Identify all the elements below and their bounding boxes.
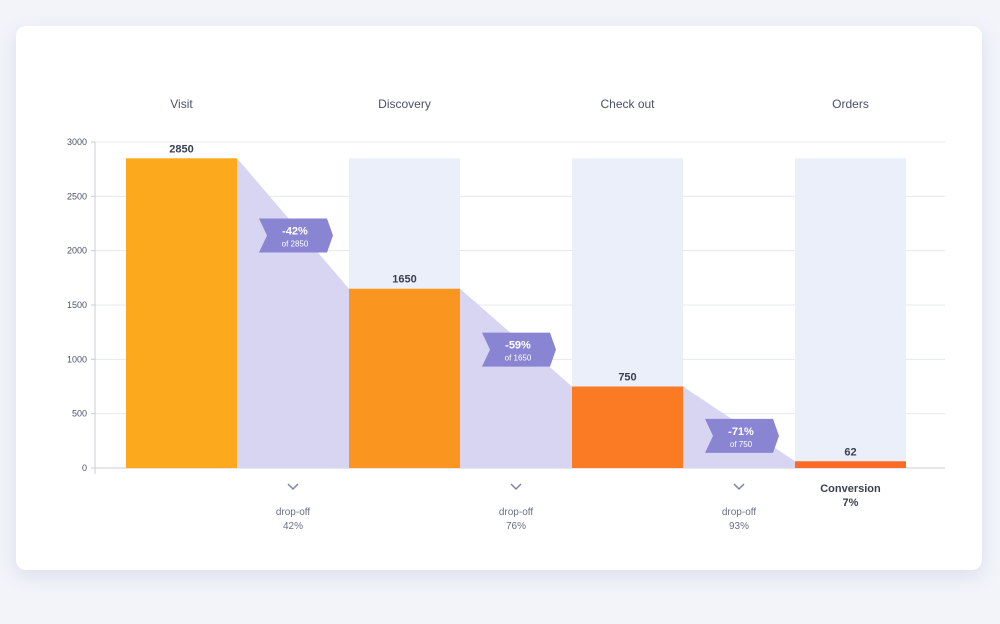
chevron-down-icon[interactable] (733, 483, 745, 491)
y-tick-label: 2500 (67, 191, 87, 201)
conversion-value: 7% (843, 497, 859, 509)
bar-value-label: 2850 (169, 143, 193, 155)
y-tick-label: 3000 (67, 137, 87, 147)
y-tick-label: 1500 (67, 300, 87, 310)
chevron-down-icon[interactable] (287, 483, 299, 491)
badge-base-text: of 750 (730, 440, 753, 449)
stage-label: Check out (600, 97, 655, 111)
dropoff-area (460, 288, 572, 468)
y-tick-label: 2000 (67, 246, 87, 256)
bar-value-label: 62 (844, 446, 856, 458)
stage-label: Discovery (378, 97, 431, 111)
badge-change-text: -71% (728, 426, 754, 438)
stage-label: Visit (170, 97, 193, 111)
dropoff-label: drop-off (499, 507, 534, 518)
y-tick-label: 500 (72, 409, 87, 419)
bar-value-label: 1650 (392, 274, 416, 286)
chevron-down-icon[interactable] (510, 483, 522, 491)
bar-value-label: 750 (618, 372, 636, 384)
stage-bar[interactable] (572, 386, 683, 469)
stage-bar[interactable] (795, 461, 906, 468)
dropoff-percent: 42% (283, 521, 303, 532)
background-bar (795, 158, 906, 469)
dropoff-label: drop-off (276, 507, 311, 518)
y-tick-label: 1000 (67, 354, 87, 364)
badge-base-text: of 1650 (505, 354, 532, 363)
dropoff-percent: 93% (729, 521, 749, 532)
badge-change-text: -59% (505, 340, 531, 352)
badge-base-text: of 2850 (282, 240, 309, 249)
dropoff-badge (482, 332, 556, 367)
dropoff-percent: 76% (506, 521, 526, 532)
dropoff-area (237, 158, 349, 469)
dropoff-label: drop-off (722, 507, 757, 518)
dropoff-badge (705, 418, 779, 453)
stage-bar[interactable] (349, 288, 460, 468)
conversion-label: Conversion (820, 483, 881, 495)
stage-bar[interactable] (126, 158, 237, 469)
stage-label: Orders (832, 97, 869, 111)
badge-change-text: -42% (282, 226, 308, 238)
dropoff-badge (259, 218, 333, 253)
y-tick-label: 0 (82, 463, 87, 473)
